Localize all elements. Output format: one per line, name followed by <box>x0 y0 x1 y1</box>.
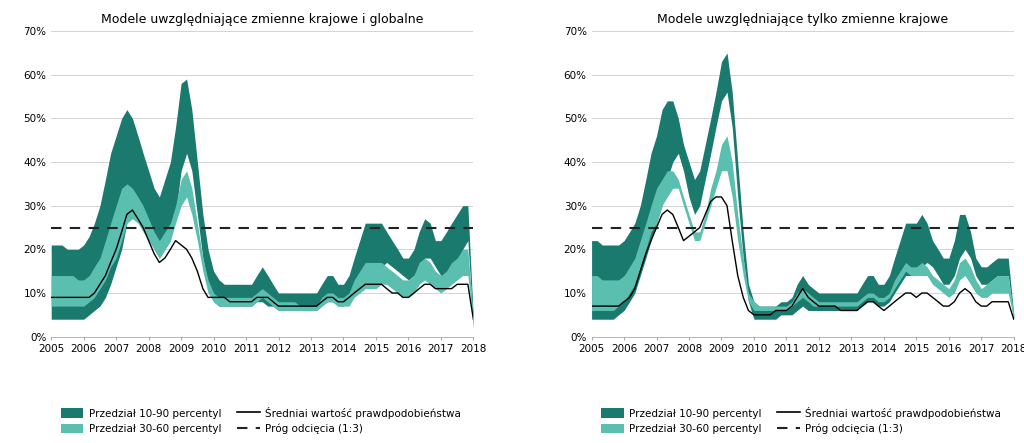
Title: Modele uwzględniające zmienne krajowe i globalne: Modele uwzględniające zmienne krajowe i … <box>101 13 424 26</box>
Title: Modele uwzględniające tylko zmienne krajowe: Modele uwzględniające tylko zmienne kraj… <box>657 13 948 26</box>
Legend: Przedział 10-90 percentyl, Przedział 30-60 percentyl, Średniai wartość prawdpodo: Przedział 10-90 percentyl, Przedział 30-… <box>56 402 465 439</box>
Legend: Przedział 10-90 percentyl, Przedział 30-60 percentyl, Średniai wartość prawdpodo: Przedział 10-90 percentyl, Przedział 30-… <box>597 402 1006 439</box>
